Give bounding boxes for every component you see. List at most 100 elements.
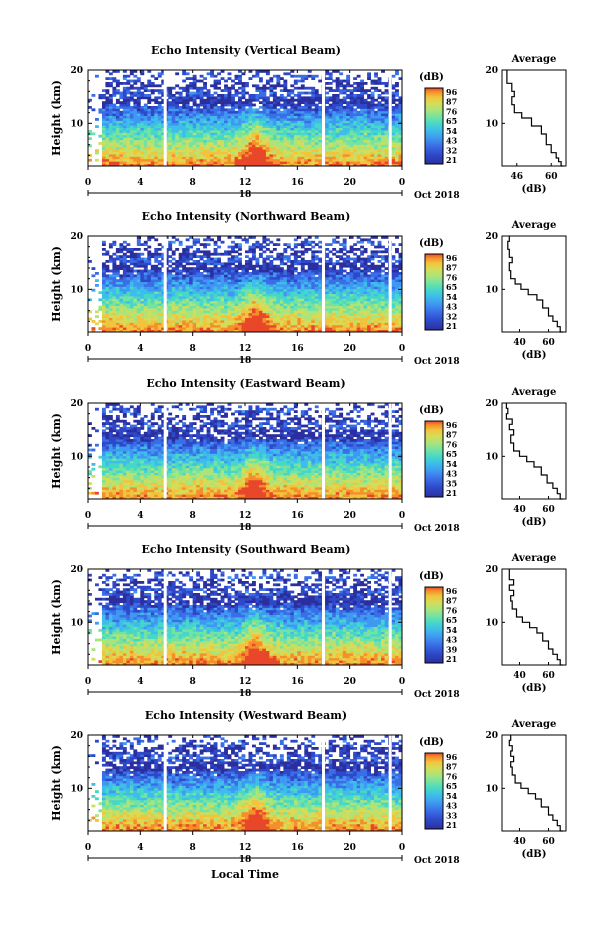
- heatmap-cell: [137, 104, 141, 107]
- heatmap-cell: [158, 108, 162, 111]
- heatmap-cell: [311, 315, 315, 318]
- heatmap-cell: [336, 308, 340, 311]
- heatmap-cell: [186, 327, 190, 330]
- heatmap-cell: [262, 308, 266, 311]
- heatmap-cell: [242, 84, 246, 87]
- heatmap-cell: [210, 308, 214, 311]
- heatmap-cell: [329, 118, 333, 121]
- heatmap-cell: [374, 154, 378, 157]
- heatmap-cell: [276, 142, 280, 145]
- heatmap-cell: [248, 315, 252, 318]
- heatmap-cell: [224, 274, 228, 277]
- heatmap-cell: [133, 108, 137, 111]
- heatmap-cell: [255, 296, 259, 299]
- heatmap-cell: [367, 286, 371, 289]
- heatmap-cell: [235, 310, 239, 313]
- heatmap-cell: [228, 274, 232, 277]
- heatmap-cell: [245, 123, 249, 126]
- heatmap-cell: [217, 152, 221, 155]
- heatmap-cell: [367, 149, 371, 152]
- heatmap-cell: [221, 132, 225, 135]
- heatmap-cell: [269, 284, 273, 287]
- heatmap-cell: [357, 75, 361, 78]
- heatmap-cell: [196, 96, 200, 99]
- heatmap-cell: [147, 327, 151, 330]
- heatmap-cell: [325, 92, 329, 95]
- heatmap-cell: [353, 130, 357, 133]
- heatmap-cell: [168, 137, 172, 140]
- heatmap-cell: [102, 286, 106, 289]
- heatmap-cell: [224, 282, 228, 285]
- heatmap-cell: [105, 327, 109, 330]
- heatmap-cell: [130, 301, 134, 304]
- heatmap-cell: [186, 99, 190, 102]
- heatmap-cell: [318, 308, 322, 311]
- heatmap-cell: [147, 125, 151, 128]
- heatmap-cell: [378, 128, 382, 131]
- heatmap-cell: [200, 279, 204, 282]
- heatmap-cell: [126, 303, 130, 306]
- heatmap-cell: [392, 327, 396, 330]
- heatmap-cell: [315, 137, 319, 140]
- heatmap-cell: [332, 99, 336, 102]
- heatmap-cell: [315, 279, 319, 282]
- heatmap-cell: [168, 161, 172, 164]
- heatmap-cell: [224, 322, 228, 325]
- heatmap-cell: [140, 123, 144, 126]
- heatmap-cell: [255, 147, 259, 150]
- heatmap-cell: [248, 327, 252, 330]
- heatmap-cell: [221, 96, 225, 99]
- heatmap-cell: [217, 87, 221, 90]
- heatmap-cell: [175, 130, 179, 133]
- heatmap-cell: [196, 120, 200, 123]
- heatmap-cell: [304, 327, 308, 330]
- heatmap-cell: [332, 286, 336, 289]
- heatmap-cell: [172, 137, 176, 140]
- heatmap-cell: [311, 320, 315, 323]
- heatmap-cell: [144, 296, 148, 299]
- heatmap-cell: [193, 159, 197, 162]
- heatmap-cell: [350, 301, 354, 304]
- heatmap-cell: [144, 125, 148, 128]
- heatmap-cell: [133, 87, 137, 90]
- heatmap-cell: [186, 313, 190, 316]
- heatmap-cell: [140, 87, 144, 90]
- heatmap-cell: [189, 306, 193, 309]
- heatmap-cell: [364, 294, 368, 297]
- heatmap-cell: [245, 282, 249, 285]
- heatmap-cell: [119, 135, 123, 138]
- heatmap-cell: [248, 286, 252, 289]
- heatmap-cell: [196, 274, 200, 277]
- heatmap-cell: [357, 325, 361, 328]
- heatmap-cell: [266, 99, 270, 102]
- heatmap-cell: [196, 116, 200, 119]
- heatmap-cell: [332, 149, 336, 152]
- heatmap-cell: [276, 116, 280, 119]
- heatmap-cell: [245, 310, 249, 313]
- heatmap-cell: [367, 106, 371, 109]
- heatmap-cell: [381, 125, 385, 128]
- heatmap-cell: [112, 296, 116, 299]
- heatmap-cell: [221, 313, 225, 316]
- heatmap-cell: [364, 313, 368, 316]
- heatmap-cell: [350, 306, 354, 309]
- heatmap-cell: [193, 320, 197, 323]
- heatmap-cell: [315, 301, 319, 304]
- heatmap-cell: [102, 315, 106, 318]
- heatmap-cell: [343, 284, 347, 287]
- heatmap-cell: [360, 301, 364, 304]
- heatmap-cell: [245, 303, 249, 306]
- heatmap-cell: [385, 137, 389, 140]
- heatmap-cell: [207, 308, 211, 311]
- heatmap-cell: [343, 132, 347, 135]
- heatmap-cell: [301, 80, 305, 83]
- heatmap-cell: [252, 320, 256, 323]
- heatmap-cell: [130, 128, 134, 131]
- heatmap-cell: [325, 130, 329, 133]
- heatmap-cell: [207, 291, 211, 294]
- heatmap-cell: [371, 87, 375, 90]
- heatmap-cell: [367, 296, 371, 299]
- heatmap-cell: [252, 310, 256, 313]
- heatmap-cell: [217, 289, 221, 292]
- heatmap-cell: [266, 80, 270, 83]
